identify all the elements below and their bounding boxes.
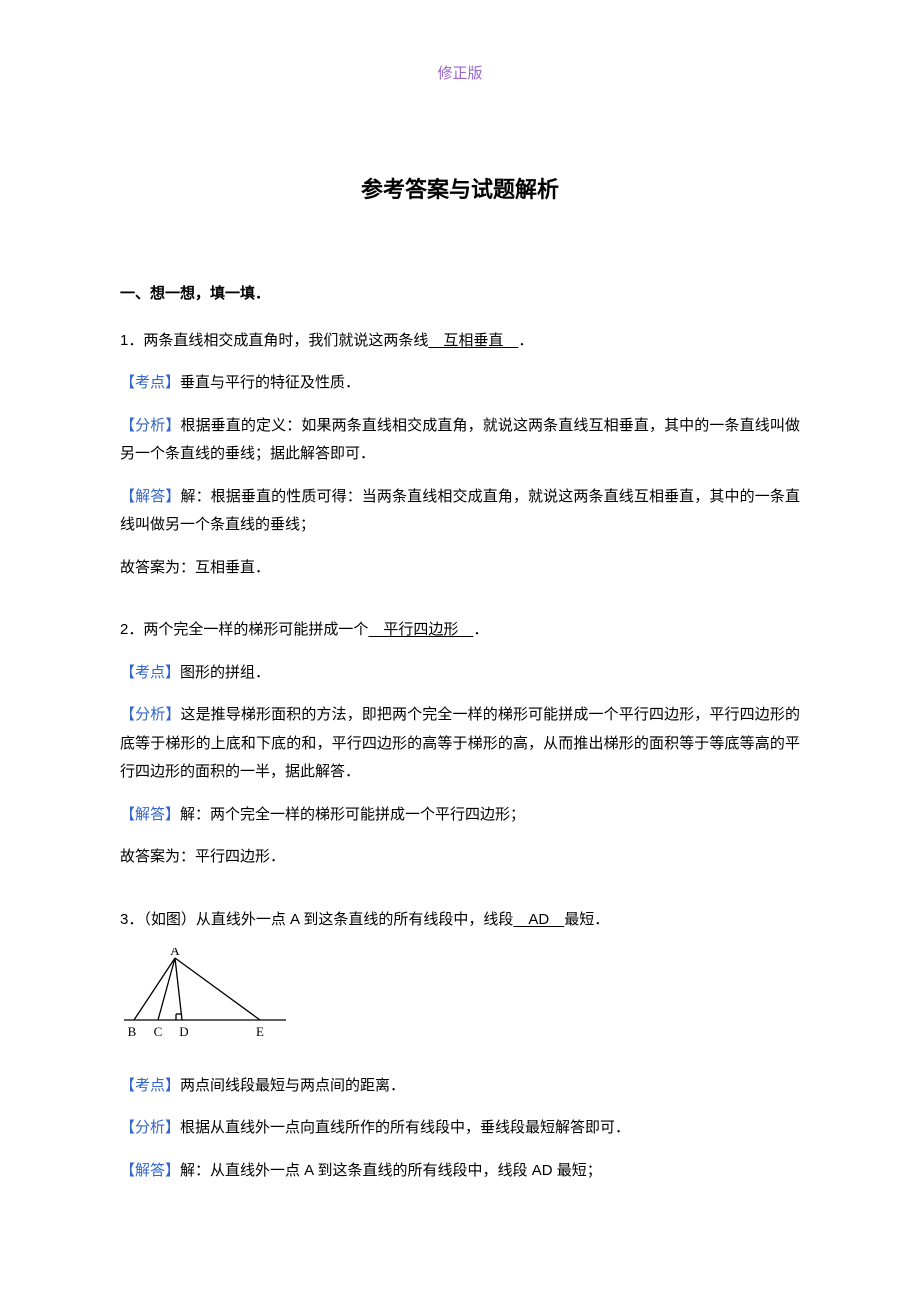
q1-jieda: 【解答】解：根据垂直的性质可得：当两条直线相交成直角，就说这两条直线互相垂直，其… bbox=[120, 483, 800, 540]
q2-kaodian: 【考点】图形的拼组． bbox=[120, 659, 800, 688]
q2-fenxi-text: 这是推导梯形面积的方法，即把两个完全一样的梯形可能拼成一个平行四边形，平行四边形… bbox=[120, 706, 800, 780]
q3-jieda: 【解答】解：从直线外一点 A 到这条直线的所有线段中，线段 AD 最短； bbox=[120, 1157, 800, 1186]
q1-kaodian-text: 垂直与平行的特征及性质． bbox=[180, 374, 360, 391]
q2-answer: 故答案为：平行四边形． bbox=[120, 843, 800, 872]
q3-kaodian-text: 两点间线段最短与两点间的距离． bbox=[180, 1077, 405, 1094]
q2-kaodian-text: 图形的拼组． bbox=[180, 664, 270, 681]
main-title: 参考答案与试题解析 bbox=[120, 169, 800, 211]
q1-fenxi: 【分析】根据垂直的定义：如果两条直线相交成直角，就说这两条直线互相垂直，其中的一… bbox=[120, 412, 800, 469]
q1-answer: 故答案为：互相垂直． bbox=[120, 554, 800, 583]
q2-jieda-text: 解：两个完全一样的梯形可能拼成一个平行四边形； bbox=[180, 806, 525, 823]
section-header: 一、想一想，填一填． bbox=[120, 280, 800, 309]
q3-blank: AD bbox=[513, 911, 564, 928]
q2-blank: 平行四边形 bbox=[368, 621, 473, 638]
jieda-label: 【解答】 bbox=[120, 1162, 180, 1179]
q1-stem-post: ． bbox=[518, 332, 533, 349]
fenxi-label: 【分析】 bbox=[120, 1119, 180, 1136]
q2-stem-pre: 2．两个完全一样的梯形可能拼成一个 bbox=[120, 621, 368, 638]
fenxi-label: 【分析】 bbox=[120, 417, 180, 434]
q1-jieda-text: 解：根据垂直的性质可得：当两条直线相交成直角，就说这两条直线互相垂直，其中的一条… bbox=[120, 488, 800, 534]
svg-text:A: A bbox=[170, 948, 180, 958]
q1-kaodian: 【考点】垂直与平行的特征及性质． bbox=[120, 369, 800, 398]
svg-text:E: E bbox=[256, 1024, 264, 1039]
jieda-label: 【解答】 bbox=[120, 806, 180, 823]
q3-stem-post: 最短． bbox=[564, 911, 609, 928]
kaodian-label: 【考点】 bbox=[120, 1077, 180, 1094]
question-2-stem: 2．两个完全一样的梯形可能拼成一个 平行四边形 ． bbox=[120, 616, 800, 645]
q3-fenxi-text: 根据从直线外一点向直线所作的所有线段中，垂线段最短解答即可． bbox=[180, 1119, 630, 1136]
q1-fenxi-text: 根据垂直的定义：如果两条直线相交成直角，就说这两条直线互相垂直，其中的一条直线叫… bbox=[120, 417, 800, 463]
question-1-stem: 1．两条直线相交成直角时，我们就说这两条线 互相垂直 ． bbox=[120, 327, 800, 356]
svg-text:B: B bbox=[128, 1024, 137, 1039]
q3-kaodian: 【考点】两点间线段最短与两点间的距离． bbox=[120, 1072, 800, 1101]
q2-fenxi: 【分析】这是推导梯形面积的方法，即把两个完全一样的梯形可能拼成一个平行四边形，平… bbox=[120, 701, 800, 787]
kaodian-label: 【考点】 bbox=[120, 664, 180, 681]
svg-text:C: C bbox=[154, 1024, 163, 1039]
svg-text:D: D bbox=[179, 1024, 188, 1039]
jieda-label: 【解答】 bbox=[120, 488, 180, 505]
kaodian-label: 【考点】 bbox=[120, 374, 180, 391]
q3-stem-pre: 3．（如图）从直线外一点 A 到这条直线的所有线段中，线段 bbox=[120, 911, 513, 928]
header-tag: 修正版 bbox=[120, 60, 800, 89]
q3-jieda-text: 解：从直线外一点 A 到这条直线的所有线段中，线段 AD 最短； bbox=[180, 1162, 602, 1179]
q2-stem-post: ． bbox=[473, 621, 488, 638]
q2-jieda: 【解答】解：两个完全一样的梯形可能拼成一个平行四边形； bbox=[120, 801, 800, 830]
q1-stem-pre: 1．两条直线相交成直角时，我们就说这两条线 bbox=[120, 332, 428, 349]
question-3-stem: 3．（如图）从直线外一点 A 到这条直线的所有线段中，线段 AD 最短． bbox=[120, 906, 800, 935]
q3-fenxi: 【分析】根据从直线外一点向直线所作的所有线段中，垂线段最短解答即可． bbox=[120, 1114, 800, 1143]
q1-blank: 互相垂直 bbox=[428, 332, 518, 349]
fenxi-label: 【分析】 bbox=[120, 706, 180, 723]
q3-figure: A B C D E bbox=[120, 948, 800, 1054]
triangle-diagram: A B C D E bbox=[120, 948, 290, 1043]
